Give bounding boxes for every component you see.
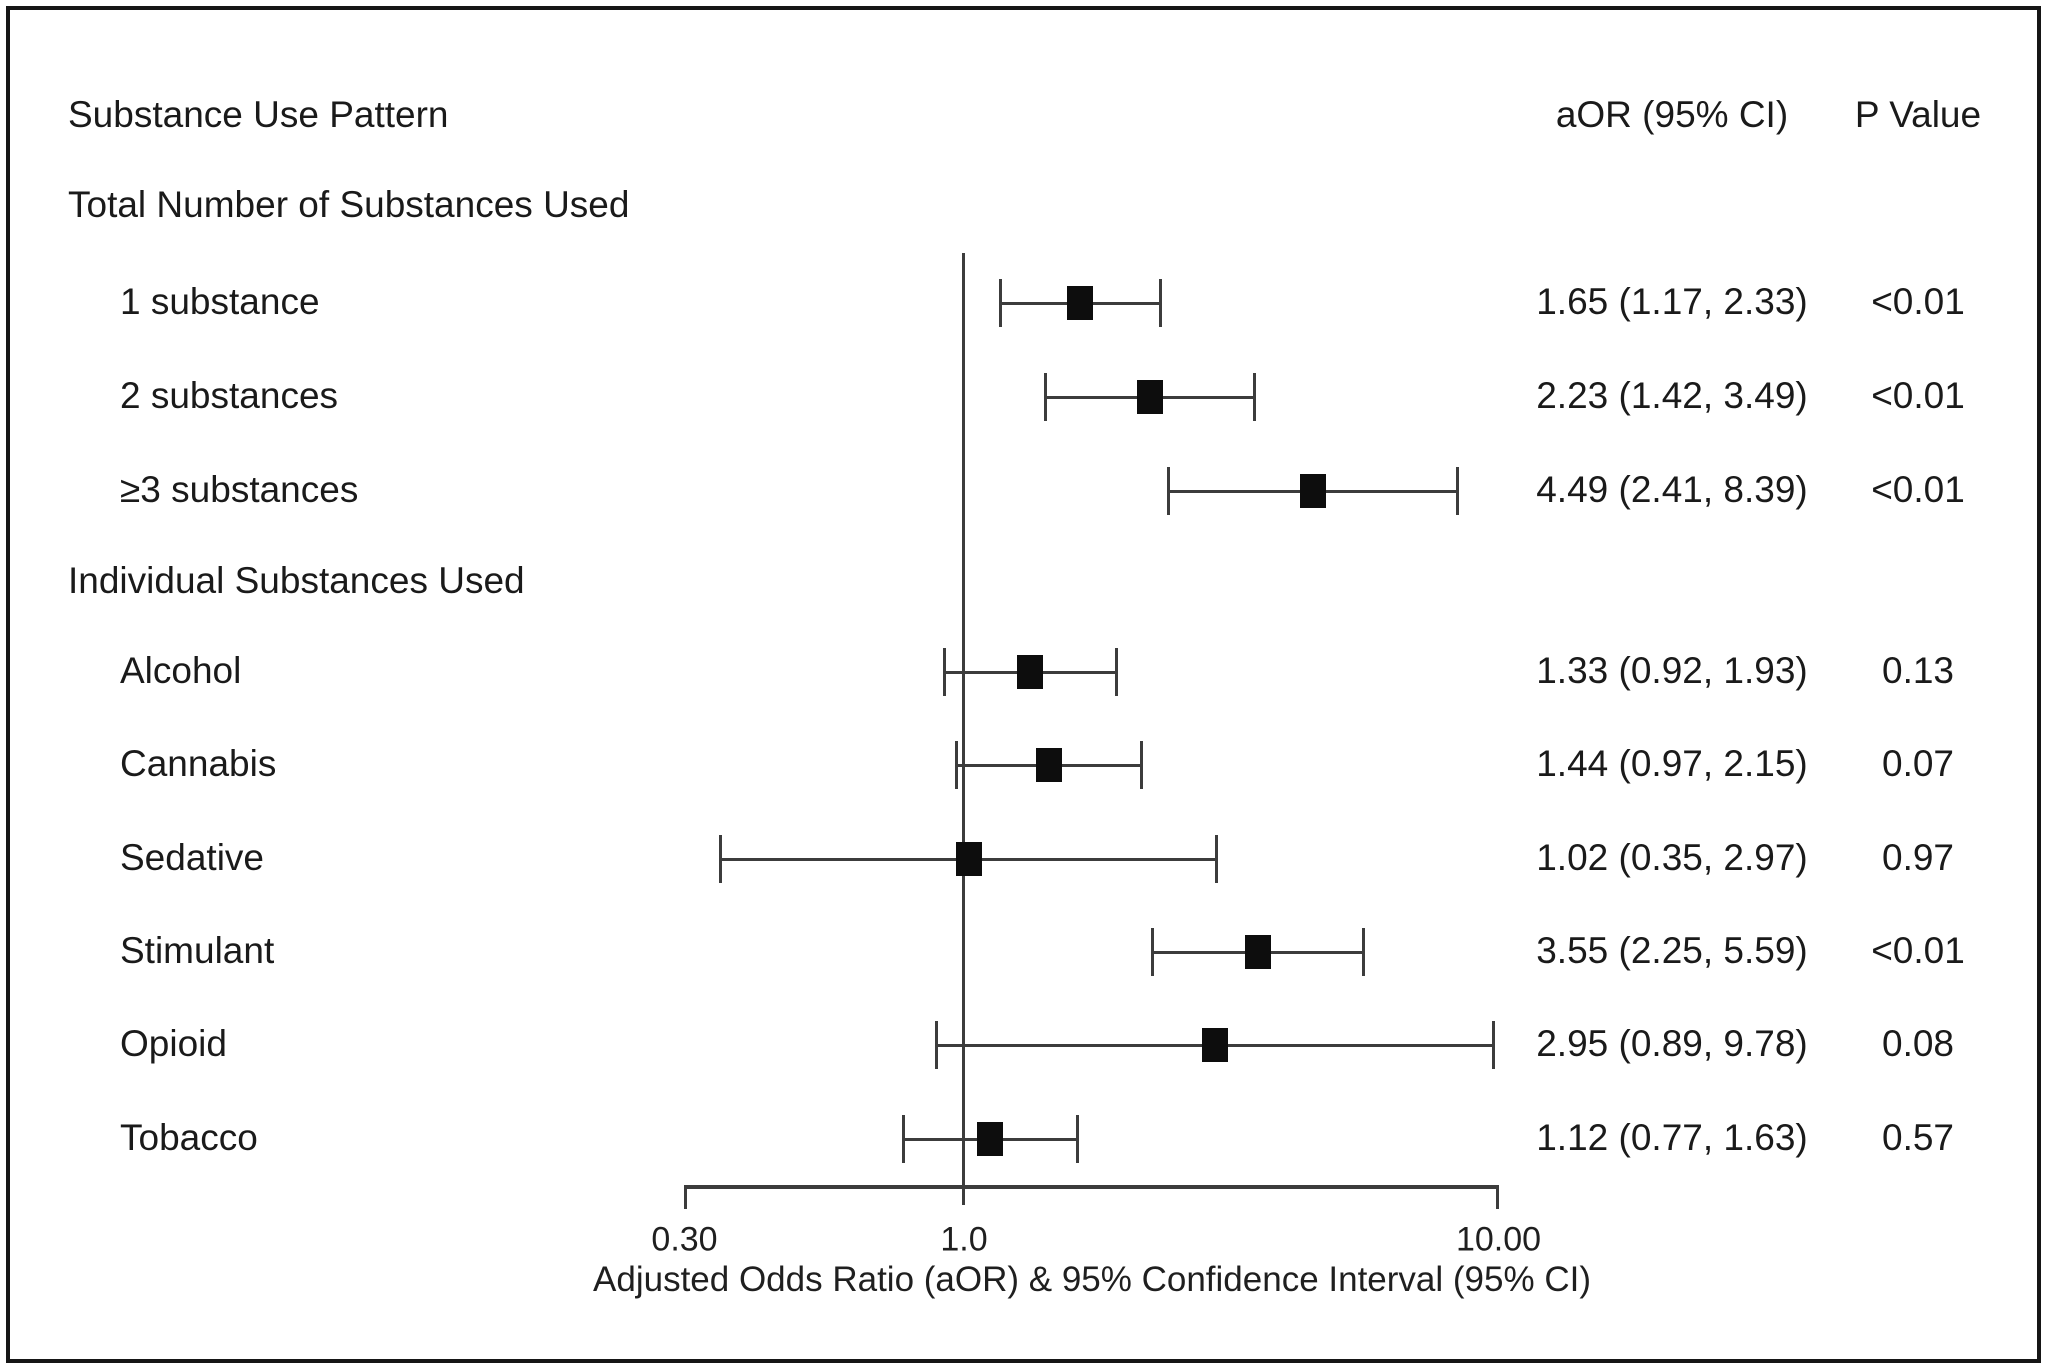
ci-cap-high [1158, 279, 1162, 327]
row-label: 2 substances [120, 375, 339, 417]
x-axis-line [684, 1185, 1499, 1189]
point-estimate-marker [1245, 935, 1272, 969]
row-label: Stimulant [120, 930, 275, 972]
figure-border-frame [6, 6, 2041, 1363]
ci-cap-low [955, 741, 959, 789]
ci-cap-high [1115, 648, 1119, 696]
ci-cap-high [1362, 928, 1365, 976]
point-estimate-marker [1202, 1028, 1229, 1062]
ci-cap-low [718, 835, 722, 883]
row-label: Sedative [120, 837, 264, 879]
x-axis-endcap-left [684, 1185, 687, 1209]
aor-ci-value: 1.02 (0.35, 2.97) [1536, 837, 1808, 879]
aor-ci-value: 1.12 (0.77, 1.63) [1536, 1117, 1808, 1159]
aor-ci-value: 2.95 (0.89, 9.78) [1536, 1023, 1808, 1065]
ci-cap-low [935, 1021, 939, 1069]
column-header-aor-ci: aOR (95% CI) [1555, 94, 1789, 136]
column-header-p-value: P Value [1854, 94, 1982, 136]
p-value: 0.07 [1881, 743, 1955, 785]
reference-line-1.0 [962, 253, 965, 1205]
ci-cap-high [1215, 835, 1219, 883]
column-header-substance-use-pattern: Substance Use Pattern [68, 94, 449, 136]
point-estimate-marker [1035, 748, 1062, 782]
x-axis-tick-label: 10.00 [1455, 1220, 1542, 1259]
ci-cap-high [1252, 373, 1256, 421]
ci-cap-low [901, 1115, 905, 1163]
aor-ci-value: 2.23 (1.42, 3.49) [1536, 375, 1808, 417]
point-estimate-marker [955, 842, 982, 876]
p-value: <0.01 [1871, 281, 1965, 323]
row-label: Cannabis [120, 743, 277, 785]
ci-cap-high [1140, 741, 1144, 789]
p-value: 0.13 [1881, 650, 1955, 692]
aor-ci-value: 1.65 (1.17, 2.33) [1536, 281, 1808, 323]
p-value: 0.08 [1881, 1023, 1955, 1065]
ci-cap-high [1491, 1021, 1495, 1069]
point-estimate-marker [1067, 286, 1094, 320]
row-label: ≥3 substances [120, 469, 359, 511]
aor-ci-value: 1.44 (0.97, 2.15) [1536, 743, 1808, 785]
row-label: Opioid [120, 1023, 227, 1065]
row-label: Alcohol [120, 650, 242, 692]
p-value: <0.01 [1871, 469, 1965, 511]
point-estimate-marker [1299, 474, 1326, 508]
x-axis-endcap-right [1496, 1185, 1499, 1209]
row-label: Tobacco [120, 1117, 258, 1159]
ci-cap-high [1075, 1115, 1079, 1163]
ci-cap-low [1150, 928, 1154, 976]
ci-cap-low [998, 279, 1002, 327]
section-heading: Individual Substances Used [68, 560, 525, 602]
p-value: 0.97 [1881, 837, 1955, 879]
point-estimate-marker [977, 1122, 1004, 1156]
ci-cap-low [943, 648, 947, 696]
ci-cap-low [1043, 373, 1047, 421]
p-value: 0.57 [1881, 1117, 1955, 1159]
aor-ci-value: 4.49 (2.41, 8.39) [1536, 469, 1808, 511]
point-estimate-marker [1137, 380, 1164, 414]
point-estimate-marker [1017, 655, 1044, 689]
aor-ci-value: 1.33 (0.92, 1.93) [1536, 650, 1808, 692]
aor-ci-value: 3.55 (2.25, 5.59) [1536, 930, 1808, 972]
p-value: <0.01 [1871, 930, 1965, 972]
row-label: 1 substance [120, 281, 320, 323]
p-value: <0.01 [1871, 375, 1965, 417]
ci-cap-high [1456, 467, 1460, 515]
x-axis-tick-label: 0.30 [651, 1220, 718, 1259]
ci-cap-low [1166, 467, 1170, 515]
x-axis-tick-label: 1.0 [940, 1220, 988, 1259]
section-heading: Total Number of Substances Used [68, 184, 630, 226]
x-axis-label: Adjusted Odds Ratio (aOR) & 95% Confiden… [593, 1260, 1591, 1299]
